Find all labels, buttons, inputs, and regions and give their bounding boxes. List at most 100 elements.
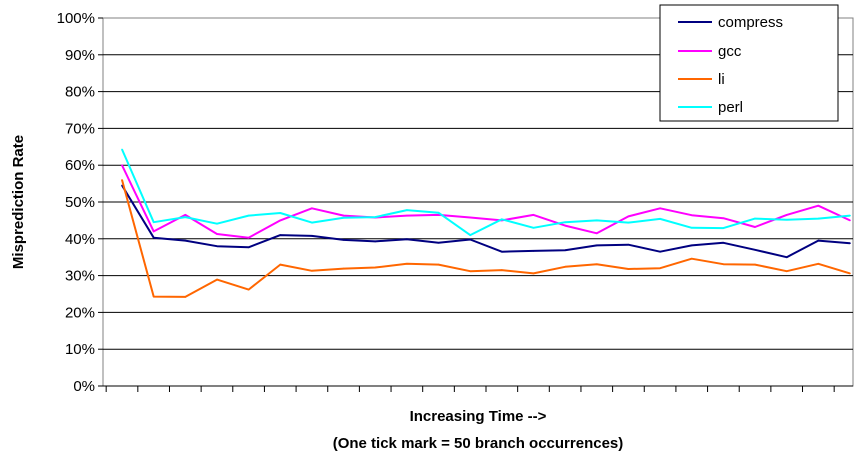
point-gcc-8 — [343, 215, 345, 217]
y-axis-title: Misprediction Rate — [10, 135, 27, 269]
point-compress-24 — [849, 242, 851, 244]
point-compress-2 — [153, 237, 155, 239]
point-li-12 — [469, 270, 471, 272]
y-tick-label-50: 50% — [65, 194, 95, 211]
point-compress-23 — [818, 240, 820, 242]
point-perl-9 — [374, 216, 376, 218]
point-li-21 — [754, 264, 756, 266]
legend-label-gcc: gcc — [718, 43, 742, 60]
point-compress-20 — [723, 242, 725, 244]
point-li-8 — [343, 268, 345, 270]
point-compress-10 — [406, 238, 408, 240]
point-gcc-3 — [185, 214, 187, 216]
point-li-7 — [311, 270, 313, 272]
point-li-6 — [280, 264, 282, 266]
point-compress-15 — [564, 249, 566, 251]
point-perl-3 — [185, 216, 187, 218]
point-li-20 — [723, 263, 725, 265]
point-compress-5 — [248, 247, 250, 249]
point-perl-23 — [818, 218, 820, 220]
point-compress-21 — [754, 249, 756, 251]
point-compress-8 — [343, 239, 345, 241]
point-gcc-15 — [564, 225, 566, 227]
y-tick-label-80: 80% — [65, 84, 95, 101]
point-gcc-19 — [691, 214, 693, 216]
point-li-11 — [438, 264, 440, 266]
x-axis-title-line-1: Increasing Time --> — [410, 408, 547, 425]
point-li-1 — [121, 179, 123, 181]
point-li-24 — [849, 273, 851, 275]
point-perl-19 — [691, 227, 693, 229]
point-perl-7 — [311, 222, 313, 224]
y-tick-label-90: 90% — [65, 47, 95, 64]
y-tick-label-60: 60% — [65, 157, 95, 174]
point-gcc-23 — [818, 205, 820, 207]
point-gcc-22 — [786, 214, 788, 216]
point-compress-13 — [501, 251, 503, 253]
point-li-17 — [628, 268, 630, 270]
point-compress-6 — [280, 234, 282, 236]
point-perl-4 — [216, 223, 218, 225]
point-perl-18 — [659, 218, 661, 220]
point-li-3 — [185, 296, 187, 298]
point-compress-7 — [311, 235, 313, 237]
point-gcc-14 — [533, 214, 535, 216]
point-gcc-16 — [596, 233, 598, 235]
point-li-19 — [691, 258, 693, 260]
y-tick-label-10: 10% — [65, 341, 95, 358]
point-perl-17 — [628, 222, 630, 224]
point-gcc-7 — [311, 208, 313, 210]
y-tick-label-30: 30% — [65, 268, 95, 285]
point-li-23 — [818, 263, 820, 265]
point-gcc-11 — [438, 214, 440, 216]
point-gcc-24 — [849, 220, 851, 222]
point-gcc-21 — [754, 226, 756, 228]
y-tick-label-70: 70% — [65, 120, 95, 137]
point-gcc-18 — [659, 208, 661, 210]
legend-label-compress: compress — [718, 14, 783, 31]
point-compress-17 — [628, 244, 630, 246]
point-compress-22 — [786, 256, 788, 258]
point-li-5 — [248, 289, 250, 291]
legend-label-li: li — [718, 71, 725, 88]
point-perl-20 — [723, 227, 725, 229]
y-axis: 0% 10% 20% 30% 40% 50% 60% 70% 80% 90% 100% — [57, 10, 103, 395]
point-gcc-5 — [248, 237, 250, 239]
point-compress-9 — [374, 241, 376, 243]
point-li-14 — [533, 273, 535, 275]
point-perl-14 — [533, 227, 535, 229]
point-gcc-17 — [628, 216, 630, 218]
point-perl-15 — [564, 221, 566, 223]
point-li-18 — [659, 267, 661, 269]
point-perl-6 — [280, 212, 282, 214]
y-tick-label-20: 20% — [65, 304, 95, 321]
point-li-16 — [596, 263, 598, 265]
point-gcc-2 — [153, 231, 155, 233]
point-li-2 — [153, 296, 155, 298]
point-perl-22 — [786, 219, 788, 221]
y-tick-label-100: 100% — [57, 10, 95, 27]
point-perl-21 — [754, 218, 756, 220]
point-compress-12 — [469, 239, 471, 241]
point-perl-1 — [121, 149, 123, 151]
legend: compress gcc li perl — [660, 5, 838, 121]
point-perl-24 — [849, 215, 851, 217]
point-li-22 — [786, 270, 788, 272]
point-perl-11 — [438, 212, 440, 214]
point-gcc-20 — [723, 217, 725, 219]
point-gcc-10 — [406, 215, 408, 217]
point-perl-12 — [469, 234, 471, 236]
legend-label-perl: perl — [718, 99, 743, 116]
y-tick-label-40: 40% — [65, 231, 95, 248]
point-gcc-6 — [280, 220, 282, 222]
x-axis-title-line-2: (One tick mark = 50 branch occurrences) — [333, 435, 624, 452]
point-gcc-12 — [469, 217, 471, 219]
point-gcc-1 — [121, 164, 123, 166]
point-compress-3 — [185, 240, 187, 242]
point-compress-16 — [596, 245, 598, 247]
point-perl-10 — [406, 209, 408, 211]
y-tick-label-0: 0% — [73, 378, 95, 395]
point-perl-2 — [153, 221, 155, 223]
point-li-4 — [216, 279, 218, 281]
x-axis — [103, 386, 853, 392]
